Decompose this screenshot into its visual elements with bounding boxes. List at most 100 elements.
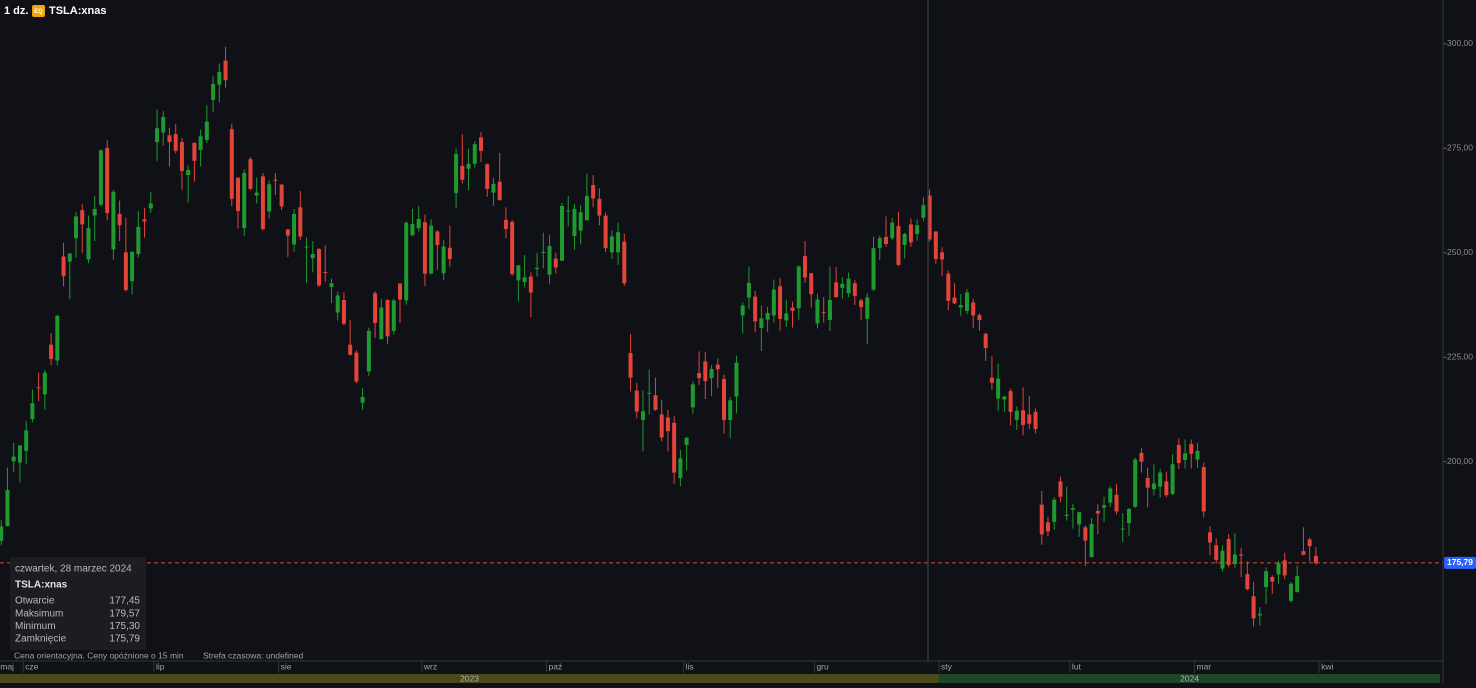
candle-body <box>933 231 938 260</box>
x-tick-label: lis <box>686 661 694 671</box>
candle-body <box>977 315 982 321</box>
interval: 1 dz. <box>4 5 28 17</box>
candle-body <box>136 226 141 255</box>
candle-body <box>1133 459 1138 507</box>
candle-body <box>497 181 502 201</box>
candle-body <box>1226 538 1231 565</box>
candle-body <box>248 159 253 189</box>
candle-body <box>765 312 770 320</box>
candle-body <box>584 195 589 221</box>
tooltip-label: Minimum <box>15 621 56 632</box>
candle-body <box>435 231 440 245</box>
candle-body <box>1114 494 1119 512</box>
tooltip-value: 175,30 <box>109 621 140 632</box>
candle-body <box>1251 596 1256 619</box>
candle-body <box>67 253 72 262</box>
y-tick-label: 225,00 <box>1447 351 1473 361</box>
candle-body <box>890 222 895 239</box>
candle-body <box>1220 550 1225 569</box>
candle-body <box>17 445 22 463</box>
candle-body <box>653 395 658 410</box>
candle-body <box>30 403 35 420</box>
candle-body <box>385 299 390 337</box>
candle-body <box>1033 411 1038 430</box>
candle-body <box>92 208 97 216</box>
candle-body <box>952 297 957 304</box>
candle-body <box>98 150 103 205</box>
badge-box <box>32 5 45 17</box>
candle-body <box>1288 583 1293 601</box>
candle-body <box>597 198 602 216</box>
candle-body <box>1301 551 1306 555</box>
candle-body <box>1189 444 1194 454</box>
candle-body <box>373 293 378 323</box>
y-tick-label: 200,00 <box>1447 456 1473 466</box>
candle-body <box>111 191 116 250</box>
plot-area <box>0 46 1443 627</box>
candle-body <box>55 315 60 361</box>
x-tick-label: maj <box>0 661 14 671</box>
candle-body <box>1145 477 1150 488</box>
candle-body <box>292 213 297 245</box>
candle-body <box>1089 523 1094 557</box>
candle-body <box>640 411 645 420</box>
candle-body <box>1307 539 1312 547</box>
candle-body <box>684 437 689 445</box>
candle-body <box>553 258 558 268</box>
candle-body <box>566 210 571 212</box>
candle-body <box>628 353 633 378</box>
candle-body <box>1264 571 1269 588</box>
candle-body <box>260 176 265 229</box>
candle-body <box>1139 452 1144 462</box>
candle-body <box>1214 545 1219 560</box>
tooltip-label: Maksimum <box>15 608 63 619</box>
candle-body <box>179 142 184 171</box>
candle-body <box>572 208 577 237</box>
candle-body <box>784 313 789 321</box>
candle-body <box>609 236 614 253</box>
candle-body <box>466 163 471 169</box>
candle-body <box>217 71 222 85</box>
candle-body <box>148 203 153 209</box>
candle-body <box>740 305 745 316</box>
candle-body <box>105 147 110 214</box>
candle-body <box>123 252 128 290</box>
tooltip-label: Zamknięcie <box>15 634 67 645</box>
candle-body <box>1295 576 1300 593</box>
candle-body <box>1195 450 1200 460</box>
x-tick-label: mar <box>1197 661 1212 671</box>
candle-body <box>996 378 1001 399</box>
candle-body <box>354 352 359 382</box>
candle-body <box>840 283 845 288</box>
candle-body <box>142 219 147 222</box>
candle-body <box>896 226 901 265</box>
y-tick-label: 275,00 <box>1447 143 1473 153</box>
year-label: 2023 <box>460 673 479 683</box>
candle-body <box>591 185 596 199</box>
x-tick-label: gru <box>816 661 829 671</box>
candle-body <box>491 183 496 193</box>
tooltip-box <box>10 557 146 650</box>
candle-body <box>192 142 197 161</box>
candle-body <box>454 154 459 194</box>
candle-body <box>1014 410 1019 420</box>
candle-body <box>74 216 79 239</box>
x-tick-label: lip <box>156 661 165 671</box>
x-tick-label: sie <box>281 661 292 671</box>
tooltip-symbol: TSLA:xnas <box>15 580 68 591</box>
candle-body <box>1270 577 1275 582</box>
candle-body <box>1058 481 1063 497</box>
candle-body <box>329 283 334 288</box>
candle-body <box>672 422 677 473</box>
candle-body <box>348 344 353 355</box>
candle-body <box>778 286 783 319</box>
candle-body <box>989 377 994 383</box>
candle-body <box>709 368 714 379</box>
candle-body <box>5 490 10 527</box>
candle-body <box>1170 464 1175 494</box>
candle-body <box>1120 528 1125 530</box>
candle-body <box>479 137 483 151</box>
candle-body <box>715 364 720 370</box>
candle-body <box>877 238 882 248</box>
